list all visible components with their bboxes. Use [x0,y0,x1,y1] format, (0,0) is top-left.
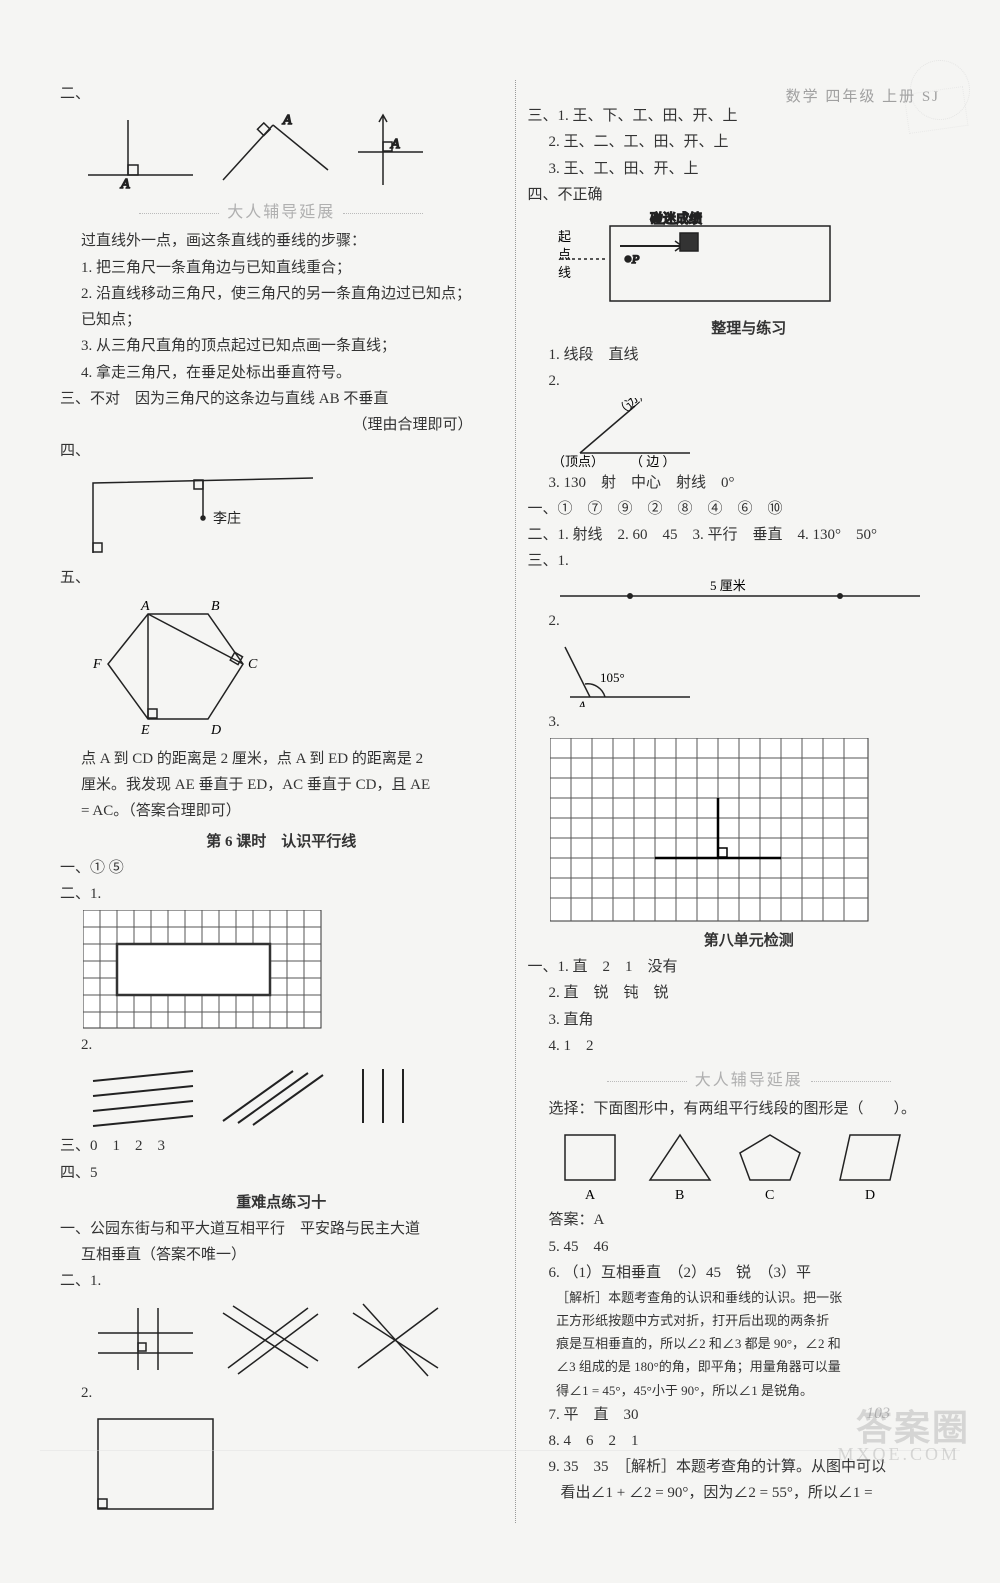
figure-choice-shapes: A B C D [550,1125,970,1205]
hard-1a: 一、公园东街与和平大道互相平行 平安路与民主大道 [60,1218,503,1241]
section-2-label: 二、 [60,83,503,106]
figure-hexagon: A B C D E F [83,594,503,744]
right-column: 三、1. 王、下、工、田、开、上 2. 王、二、工、田、开、上 3. 王、工、田… [528,80,971,1523]
u8-6-exp1: ［解析］本题考查角的认识和垂线的认识。把一张 [528,1288,971,1308]
svg-text:B: B [211,599,220,614]
figure-105: 105° A [550,637,970,707]
u8-6-exp4: ∠3 组成的是 180°的角，即平角；用量角器可以量 [528,1357,971,1377]
left-column: 二、 A A A 大人辅导 [60,80,503,1523]
svg-text:F: F [92,657,102,672]
u8-5: 5. 45 46 [528,1236,971,1259]
review-title: 整理与练习 [528,317,971,338]
svg-text:李庄: 李庄 [213,510,241,527]
guide-step-3: 3. 从三角尺直角的顶点起过已知点画一条直线； [60,335,503,358]
guide-step-2: 2. 沿直线移动三角尺，使三角尺的另一条直角边过已知点； [60,283,503,306]
svg-text:A: A [282,113,292,128]
figure-grid-3 [550,738,970,923]
svg-text:P: P [631,252,640,266]
svg-text:线: 线 [558,265,571,280]
section-3-note: （理由合理即可） [60,414,503,437]
svg-text:（ 边 ）: （ 边 ） [630,454,676,468]
svg-text:C: C [248,657,258,672]
unit8-title: 第八单元检测 [528,929,971,950]
guide-intro: 过直线外一点，画这条直线的垂线的步骤： [60,230,503,253]
figure-angle-def: （顶点） （ 边 ） （边） [550,398,970,468]
lesson-6-title: 第 6 课时 认识平行线 [60,830,503,851]
l6-4: 四、5 [60,1162,503,1185]
figure-perp-sets [83,1298,503,1378]
r-sec4-label: 四、不正确 [528,184,971,207]
svg-text:D: D [210,723,221,738]
hard-title: 重难点练习十 [60,1191,503,1212]
choice-answer: 答案：A [528,1209,971,1232]
rv-2: 2. [528,370,971,393]
sec5-text-3: = AC。（答案合理即可） [60,800,503,823]
svg-text:A: A [585,1188,596,1203]
svg-text:（边）: （边） [612,398,652,420]
figure-maze: 碰迷成绩 P 起 点 线 [550,211,970,311]
hard-2-label: 二、1. [60,1270,503,1293]
maze-finish-label: 碰迷成绩 [650,211,702,226]
guide-step-1: 1. 把三角尺一条直角边与已知直线重合； [60,257,503,280]
svg-text:A: A [390,137,400,152]
figure-three-angles: A A A [83,110,503,190]
footer-decoration [40,1421,960,1451]
r-sec3-1: 三、1. 王、下、工、田、开、上 [528,105,971,128]
section-5-label: 五、 [60,567,503,590]
section-4-label: 四、 [60,440,503,463]
svg-text:A: A [577,698,586,707]
rv-san-2: 2. [528,610,971,633]
svg-text:（顶点）: （顶点） [552,454,604,468]
svg-text:A: A [140,599,150,614]
svg-text:E: E [140,723,150,738]
svg-text:B: B [675,1188,684,1203]
column-divider [515,80,516,1523]
u8-6-exp2: 正方形纸按题中方式对折，打开后出现的两条折 [528,1311,971,1331]
figure-village: 李庄 [83,468,503,563]
banner-guide-1: 大人辅导延展 [60,198,503,222]
choice-prompt: 选择：下面图形中，有两组平行线段的图形是（ ）。 [528,1098,971,1121]
u8-2: 2. 直 锐 钝 锐 [528,982,971,1005]
sec5-text-1: 点 A 到 CD 的距离是 2 厘米，点 A 到 ED 的距离是 2 [60,748,503,771]
svg-text:5 厘米: 5 厘米 [710,578,746,593]
banner-guide-2: 大人辅导延展 [528,1066,971,1090]
hard-1b: 互相垂直（答案不唯一） [60,1244,503,1267]
rv-yi: 一、① ⑦ ⑨ ② ⑧ ④ ⑥ ⑩ [528,498,971,521]
u8-6-exp5: 得∠1 = 45°，45°小于 90°，所以∠1 是锐角。 [528,1381,971,1401]
sec5-text-2: 厘米。我发现 AE 垂直于 ED，AC 垂直于 CD，且 AE [60,774,503,797]
l6-1: 一、① ⑤ [60,857,503,880]
figure-grid-1 [83,910,503,1030]
l6-2-2: 2. [60,1034,503,1057]
u8-1: 一、1. 直 2 1 没有 [528,956,971,979]
svg-text:A: A [120,177,130,190]
svg-text:105°: 105° [600,670,625,685]
rv-3: 3. 130 射 中心 射线 0° [528,472,971,495]
rv-er: 二、1. 射线 2. 60 45 3. 平行 垂直 4. 130° 50° [528,524,971,547]
figure-ruler: 5 厘米 [550,578,970,606]
figure-parallel-sets [83,1061,503,1131]
hard-2-2: 2. [60,1382,503,1405]
watermark-2: MXQE.COM [837,1444,960,1465]
u8-4: 4. 1 2 [528,1035,971,1058]
guide-step-2b: 已知点； [60,309,503,332]
u8-6-exp3: 痕是互相垂直的，所以∠2 和∠3 都是 90°，∠2 和 [528,1334,971,1354]
u8-9b: 看出∠1 + ∠2 = 90°，因为∠2 = 55°，所以∠1 = [528,1482,971,1505]
svg-text:起: 起 [558,229,571,244]
r-sec3-3: 3. 王、工、田、开、上 [528,158,971,181]
svg-text:D: D [865,1188,875,1203]
section-3: 三、不对 因为三角尺的这条边与直线 AB 不垂直 [60,388,503,411]
u8-3: 3. 直角 [528,1009,971,1032]
svg-text:点: 点 [558,247,571,262]
svg-text:C: C [765,1188,774,1203]
r-sec3-2: 2. 王、二、工、田、开、上 [528,131,971,154]
rv-san-3: 3. [528,711,971,734]
l6-2-label: 二、1. [60,883,503,906]
rv-san-label: 三、1. [528,550,971,573]
guide-step-4: 4. 拿走三角尺，在垂足处标出垂直符号。 [60,362,503,385]
rv-1: 1. 线段 直线 [528,344,971,367]
l6-3: 三、0 1 2 3 [60,1135,503,1158]
u8-6: 6. （1）互相垂直 （2）45 锐 （3）平 [528,1262,971,1285]
